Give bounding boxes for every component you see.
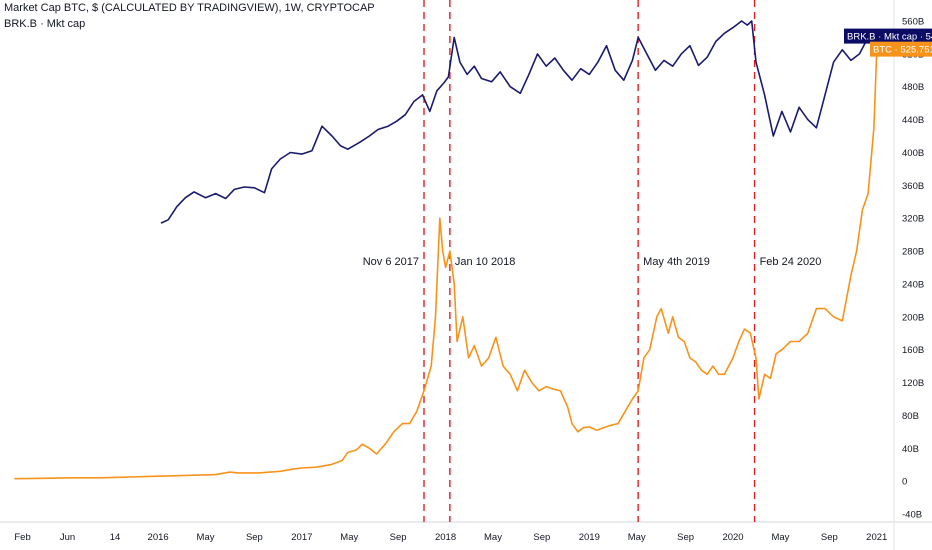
y-tick-label: 40B [902,444,919,455]
x-tick-label: May [771,532,789,543]
x-tick-label: 14 [110,532,121,543]
y-tick-label: 160B [902,345,924,356]
x-tick-label: 2017 [291,532,312,543]
y-tick-label: 120B [902,378,924,389]
x-tick-label: May [197,532,215,543]
x-tick-label: May [628,532,646,543]
y-tick-label: 360B [902,181,924,192]
event-label: May 4th 2019 [643,256,710,268]
x-tick-label: Sep [533,532,550,543]
brk-last-value-tag-text: BRK.B · Mkt cap · 541.634B [847,32,932,43]
y-tick-label: 440B [902,115,924,126]
y-tick-label: -40B [902,510,922,521]
y-tick-label: 400B [902,148,924,159]
x-tick-label: Jun [60,532,75,543]
y-tick-label: 320B [902,214,924,225]
y-tick-label: 560B [902,17,924,28]
x-tick-label: Sep [821,532,838,543]
x-tick-label: May [340,532,358,543]
btc-last-value-tag [870,41,932,57]
x-tick-label: 2021 [866,532,887,543]
y-tick-label: 240B [902,279,924,290]
y-tick-label: 280B [902,247,924,258]
y-tick-label: 480B [902,82,924,93]
brk-mkt-cap-line [160,20,877,224]
x-tick-label: Feb [14,532,30,543]
x-tick-label: Sep [390,532,407,543]
event-label: Jan 10 2018 [455,256,516,268]
brk-last-value-tag [844,28,932,44]
y-tick-label: 200B [902,312,924,323]
event-label: Nov 6 2017 [363,256,419,268]
x-tick-label: Sep [677,532,694,543]
x-tick-label: May [484,532,502,543]
btc-mkt-cap-line [14,49,878,480]
x-tick-label: Sep [246,532,263,543]
btc-last-value-tag-text: BTC · 525.751B [873,45,932,56]
x-tick-label: 2020 [722,532,743,543]
event-label: Feb 24 2020 [760,256,822,268]
x-tick-label: 2019 [579,532,600,543]
x-tick-label: 2018 [435,532,456,543]
x-tick-label: 2016 [148,532,169,543]
y-tick-label: 80B [902,411,919,422]
y-tick-label: 0 [902,477,907,488]
chart-subtitle: BRK.B · Mkt cap [4,18,86,30]
chart-title: Market Cap BTC, $ (CALCULATED BY TRADING… [4,2,375,14]
